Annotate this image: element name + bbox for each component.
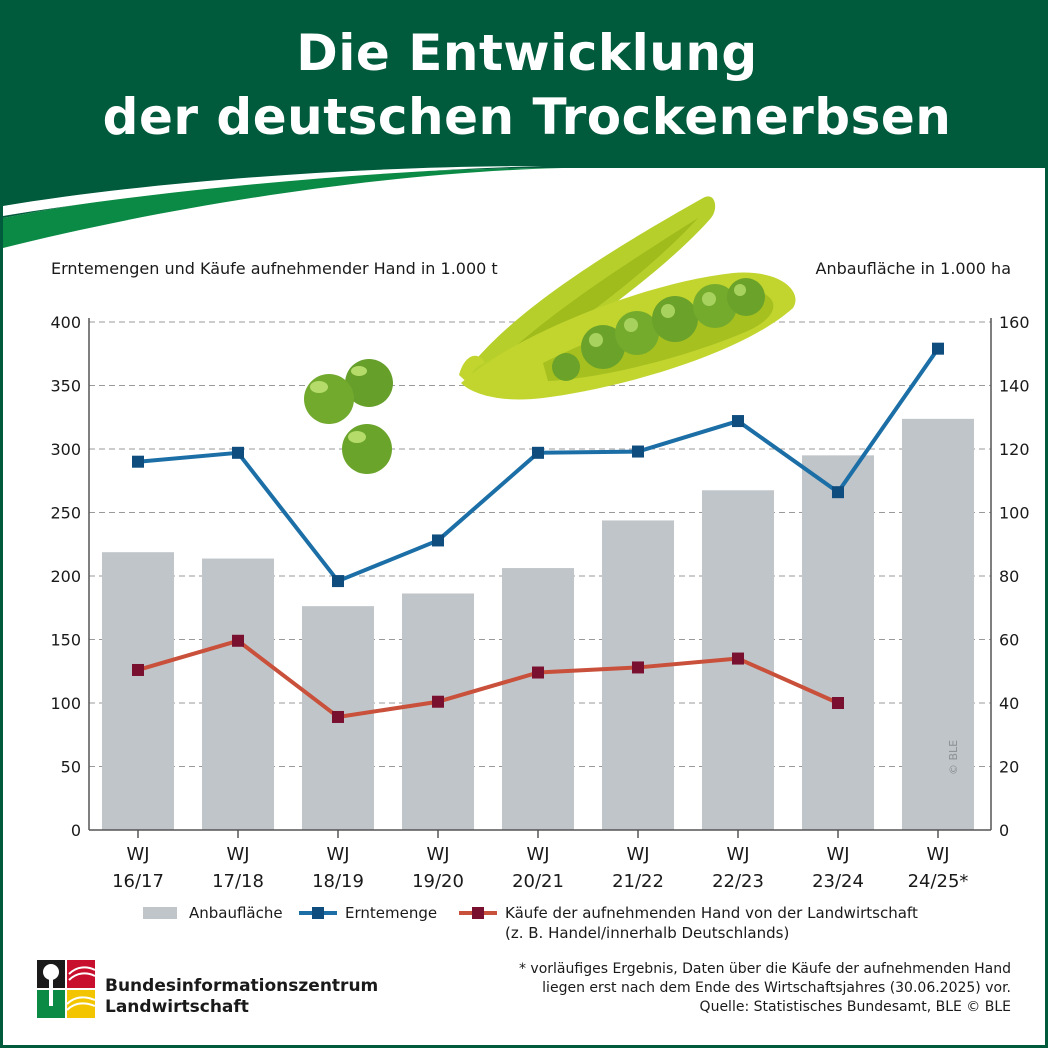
point-erntemenge [232, 446, 244, 459]
title-line-2: der deutschen Trockenerbsen [102, 88, 952, 146]
bar-anbauflaeche [802, 455, 874, 830]
x-tick-label: 19/20 [412, 871, 464, 892]
point-erntemenge [432, 534, 444, 547]
legend-swatch-line-blue [299, 907, 337, 919]
left-tick-label: 150 [50, 631, 81, 650]
left-axis-title: Erntemengen und Käufe aufnehmender Hand … [51, 259, 498, 278]
point-erntemenge [532, 446, 544, 459]
right-tick-label: 60 [999, 631, 1019, 650]
left-tick-label: 0 [71, 821, 81, 840]
right-tick-label: 0 [999, 821, 1009, 840]
legend-label-anbauflaeche: Anbaufläche [189, 904, 283, 922]
logo-line-1: Bundesinformationszentrum [105, 976, 379, 996]
x-tick-label: 23/24 [812, 871, 864, 892]
legend-item-kaeufe: Käufe der aufnehmenden Hand von der Land… [459, 903, 918, 943]
left-tick-label: 300 [50, 440, 81, 459]
x-tick-label: 18/19 [312, 871, 364, 892]
line-series [132, 342, 944, 723]
legend-label-erntemenge: Erntemenge [345, 904, 438, 922]
x-tick-label: 21/22 [612, 871, 664, 892]
right-axis-title: Anbaufläche in 1.000 ha [815, 259, 1011, 278]
point-erntemenge [332, 575, 344, 588]
x-tick-label: WJ [526, 844, 549, 865]
footnote: * vorläufiges Ergebnis, Daten über die K… [519, 960, 1011, 1017]
point-kaeufe [532, 666, 544, 679]
x-tick-label: 24/25* [908, 871, 969, 892]
left-tick-label: 50 [61, 758, 81, 777]
x-tick-label: 17/18 [212, 871, 264, 892]
title-line-1: Die Entwicklung [296, 24, 758, 82]
x-tick-label: WJ [226, 844, 249, 865]
point-erntemenge [732, 415, 744, 428]
right-tick-label: 80 [999, 567, 1019, 586]
legend: Anbaufläche Erntemenge Käufe der aufnehm… [143, 903, 1043, 953]
bar-anbauflaeche [902, 418, 974, 830]
x-tick-label: 20/21 [512, 871, 564, 892]
point-erntemenge [932, 342, 944, 355]
logo-mark-icon [37, 960, 96, 1018]
source-note: Quelle: Statistisches Bundesamt, BLE © B… [699, 999, 1011, 1015]
legend-item-erntemenge: Erntemenge [299, 903, 437, 923]
logo-line-2: Landwirtschaft [105, 997, 249, 1017]
point-kaeufe [832, 697, 844, 709]
bars-anbauflaeche [102, 418, 974, 830]
right-tick-label: 140 [999, 377, 1030, 396]
tick-labels: 0 0 50 20 100 40 150 60 200 80 250 100 300 120 350 140 4… [50, 313, 1029, 892]
watermark: © BLE [947, 739, 960, 775]
right-tick-label: 100 [999, 504, 1030, 523]
x-tick-label: WJ [926, 844, 949, 865]
line-kaeufe [137, 638, 839, 719]
right-tick-label: 40 [999, 694, 1019, 713]
legend-swatch-line-red [459, 907, 497, 919]
x-tick-label: 16/17 [112, 871, 164, 892]
x-tick-label: 22/23 [712, 871, 764, 892]
x-tick-label: WJ [426, 844, 449, 865]
point-kaeufe [632, 661, 644, 674]
bar-anbauflaeche [102, 552, 174, 830]
right-tick-label: 160 [999, 313, 1030, 332]
bar-anbauflaeche [202, 558, 274, 830]
footnote-line-2: liegen erst nach dem Ende des Wirtschaft… [542, 980, 1011, 996]
x-tick-label: WJ [626, 844, 649, 865]
page-title: Die Entwicklung der deutschen Trockenerb… [3, 21, 1045, 149]
loose-peas-illustration [304, 359, 393, 474]
logo-text: Bundesinformationszentrum Landwirtschaft [105, 976, 378, 1018]
bar-anbauflaeche [602, 520, 674, 830]
left-tick-label: 400 [50, 313, 81, 332]
point-erntemenge [832, 486, 844, 499]
x-tick-label: WJ [826, 844, 849, 865]
left-tick-label: 100 [50, 694, 81, 713]
header-banner [3, 3, 1045, 248]
ble-logo: Bundesinformationszentrum Landwirtschaft [37, 960, 378, 1020]
bar-anbauflaeche [402, 593, 474, 830]
x-tick-label: WJ [126, 844, 149, 865]
point-kaeufe [432, 695, 444, 708]
pea-pod-illustration [459, 196, 796, 400]
point-kaeufe [132, 663, 144, 676]
legend-item-anbauflaeche: Anbaufläche [143, 903, 283, 923]
right-tick-label: 20 [999, 758, 1019, 777]
x-tick-label: WJ [326, 844, 349, 865]
legend-swatch-bar [143, 907, 177, 919]
point-erntemenge [132, 455, 144, 468]
point-erntemenge [632, 445, 644, 458]
legend-label-kaeufe-line2: (z. B. Handel/innerhalb Deutschlands) [505, 924, 790, 942]
right-tick-label: 120 [999, 440, 1030, 459]
axes [88, 318, 992, 838]
bar-anbauflaeche [502, 568, 574, 830]
legend-label-kaeufe-line1: Käufe der aufnehmenden Hand von der Land… [505, 904, 918, 922]
point-kaeufe [232, 634, 244, 647]
chart-canvas: 0 0 50 20 100 40 150 60 200 80 250 100 300 120 350 140 4… [50, 196, 1030, 892]
left-tick-label: 200 [50, 567, 81, 586]
left-tick-label: 350 [50, 377, 81, 396]
left-tick-label: 250 [50, 504, 81, 523]
x-tick-label: WJ [726, 844, 749, 865]
legend-label-kaeufe: Käufe der aufnehmenden Hand von der Land… [505, 903, 918, 943]
point-kaeufe [332, 710, 344, 723]
footnote-line-1: * vorläufiges Ergebnis, Daten über die K… [518, 961, 1011, 977]
point-kaeufe [732, 652, 744, 665]
